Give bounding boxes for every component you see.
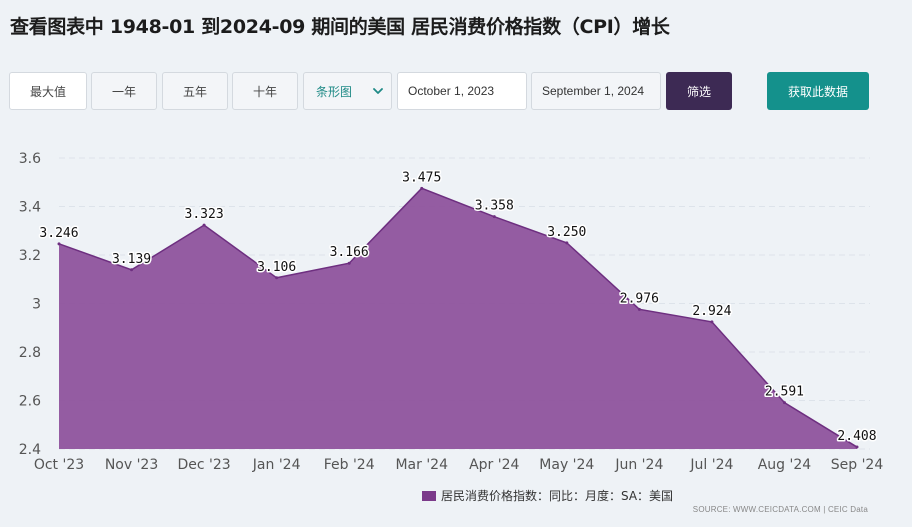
data-label: 2.591 xyxy=(765,385,804,400)
data-point[interactable] xyxy=(347,261,351,265)
x-tick-label: Dec '23 xyxy=(177,457,230,473)
x-tick-label: Jul '24 xyxy=(689,457,733,473)
data-point[interactable] xyxy=(637,307,641,311)
data-label: 3.139 xyxy=(112,252,151,267)
start-date-input[interactable] xyxy=(397,72,527,110)
y-tick-label: 2.6 xyxy=(19,394,41,410)
data-point[interactable] xyxy=(492,215,496,219)
chart-type-label: 条形图 xyxy=(316,84,353,99)
data-point[interactable] xyxy=(57,242,61,246)
x-tick-label: Jun '24 xyxy=(614,457,663,473)
page-title: 查看图表中 1948-01 到2024-09 期间的美国 居民消费价格指数（CP… xyxy=(10,16,670,38)
chart-type-select[interactable]: 条形图 xyxy=(303,72,392,110)
data-label: 3.358 xyxy=(475,199,514,214)
y-tick-label: 2.4 xyxy=(19,442,41,458)
data-point[interactable] xyxy=(855,445,859,449)
data-label: 3.323 xyxy=(185,207,224,222)
y-tick-label: 3.2 xyxy=(19,248,41,264)
data-point[interactable] xyxy=(275,276,279,280)
data-labels: 3.246 3.139 3.323 3.106 3.166 3.475 3.358 3.250… xyxy=(38,169,878,446)
toolbar: 最大值 一年 五年 十年 条形图 筛选 获取此数据 xyxy=(0,72,912,110)
x-tick-label: Oct '23 xyxy=(34,457,84,473)
data-label: 3.166 xyxy=(330,245,369,260)
x-tick-label: Jan '24 xyxy=(252,457,301,473)
data-label: 3.475 xyxy=(402,170,441,185)
series-line xyxy=(58,187,858,448)
data-label: 2.408 xyxy=(837,429,876,444)
chevron-down-icon xyxy=(373,88,383,94)
data-point[interactable] xyxy=(782,401,786,405)
legend-swatch xyxy=(422,490,436,501)
data-label: 3.250 xyxy=(547,225,586,240)
data-point[interactable] xyxy=(130,268,134,272)
data-point[interactable] xyxy=(202,223,206,227)
area-series xyxy=(57,186,859,449)
x-tick-label: Aug '24 xyxy=(758,457,812,473)
y-axis: 3.6 3.4 3.2 3 2.8 2.6 2.4 xyxy=(19,151,41,458)
legend-label: 居民消费价格指数：同比：月度：SA：美国 xyxy=(441,489,674,503)
legend[interactable]: 居民消费价格指数：同比：月度：SA：美国 xyxy=(422,487,673,504)
x-tick-label: Sep '24 xyxy=(831,457,884,473)
data-label: 2.976 xyxy=(620,291,659,306)
filter-button[interactable]: 筛选 xyxy=(666,72,732,110)
data-point[interactable] xyxy=(710,320,714,324)
source-credit: SOURCE: WWW.CEICDATA.COM | CEIC Data xyxy=(692,505,868,514)
get-data-button[interactable]: 获取此数据 xyxy=(767,72,869,110)
area-fill xyxy=(59,188,857,449)
y-tick-label: 3.6 xyxy=(19,151,41,167)
range-5y-button[interactable]: 五年 xyxy=(162,72,228,110)
data-point[interactable] xyxy=(420,186,424,190)
data-label: 3.106 xyxy=(257,260,296,275)
x-tick-label: Feb '24 xyxy=(324,457,375,473)
x-axis: Oct '23 Nov '23 Dec '23 Jan '24 Feb '24 Mar '… xyxy=(34,457,884,473)
x-tick-label: Nov '23 xyxy=(105,457,158,473)
y-tick-label: 3 xyxy=(32,297,41,313)
x-tick-label: May '24 xyxy=(539,457,594,473)
x-tick-label: Apr '24 xyxy=(469,457,519,473)
range-max-button[interactable]: 最大值 xyxy=(9,72,87,110)
range-10y-button[interactable]: 十年 xyxy=(232,72,298,110)
area-chart: 3.6 3.4 3.2 3 2.8 2.6 2.4 Oct '23 Nov '23 Dec '2… xyxy=(19,151,884,473)
x-tick-label: Mar '24 xyxy=(395,457,448,473)
data-label: 3.246 xyxy=(39,226,78,241)
end-date-input[interactable] xyxy=(531,72,661,110)
data-point[interactable] xyxy=(565,241,569,245)
range-1y-button[interactable]: 一年 xyxy=(91,72,157,110)
y-tick-label: 3.4 xyxy=(19,200,41,216)
y-tick-label: 2.8 xyxy=(19,345,41,361)
data-label: 2.924 xyxy=(692,304,731,319)
